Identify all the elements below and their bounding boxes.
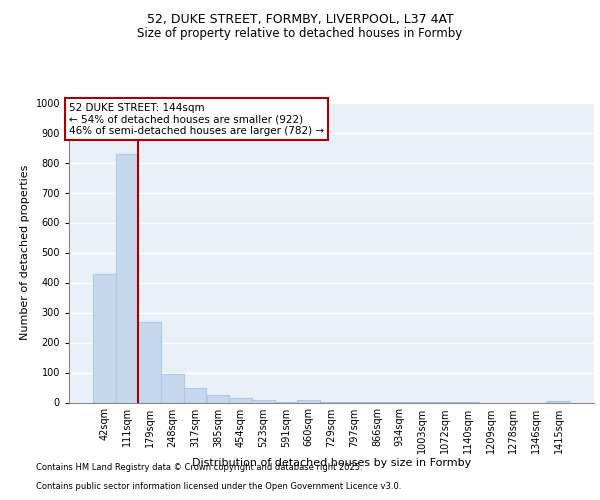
Bar [139, 322, 161, 402]
Text: Contains public sector information licensed under the Open Government Licence v3: Contains public sector information licen… [36, 482, 401, 491]
Text: 52 DUKE STREET: 144sqm
← 54% of detached houses are smaller (922)
46% of semi-de: 52 DUKE STREET: 144sqm ← 54% of detached… [69, 102, 324, 136]
Bar [93, 274, 116, 402]
Bar [116, 154, 139, 402]
Y-axis label: Number of detached properties: Number of detached properties [20, 165, 30, 340]
Bar [298, 400, 320, 402]
Text: Size of property relative to detached houses in Formby: Size of property relative to detached ho… [137, 28, 463, 40]
Bar [161, 374, 184, 402]
Bar [206, 395, 229, 402]
Bar [184, 388, 206, 402]
X-axis label: Distribution of detached houses by size in Formby: Distribution of detached houses by size … [192, 458, 471, 468]
Text: 52, DUKE STREET, FORMBY, LIVERPOOL, L37 4AT: 52, DUKE STREET, FORMBY, LIVERPOOL, L37 … [146, 12, 454, 26]
Bar [252, 400, 275, 402]
Bar [547, 401, 570, 402]
Text: Contains HM Land Registry data © Crown copyright and database right 2025.: Contains HM Land Registry data © Crown c… [36, 464, 362, 472]
Bar [229, 398, 252, 402]
